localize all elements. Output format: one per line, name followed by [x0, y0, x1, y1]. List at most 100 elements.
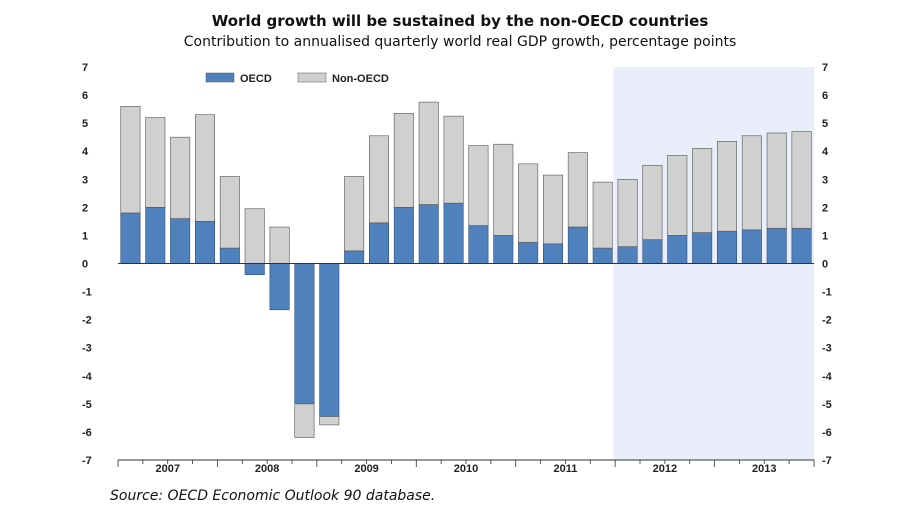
- y-tick-label-left: 5: [82, 118, 88, 130]
- x-year-label: 2008: [255, 463, 279, 475]
- y-tick-label-right: -2: [822, 315, 832, 327]
- bar-non-oecd: [493, 143, 514, 236]
- bar-oecd: [319, 263, 340, 417]
- bar-non-oecd: [741, 135, 762, 231]
- bar-non-oecd: [443, 115, 464, 204]
- bar-non-oecd: [766, 132, 787, 229]
- legend-label-oecd: OECD: [240, 73, 272, 85]
- bar-non-oecd: [294, 403, 315, 438]
- bar-oecd: [344, 250, 365, 264]
- y-tick-label-left: -6: [82, 427, 92, 439]
- chart-subtitle: Contribution to annualised quarterly wor…: [183, 34, 737, 50]
- x-year-label: 2012: [653, 463, 677, 475]
- bar-non-oecd: [717, 141, 737, 232]
- y-tick-label-right: 5: [822, 118, 828, 130]
- y-tick-label-right: -5: [822, 399, 832, 411]
- bar-non-oecd: [518, 163, 539, 243]
- chart-title: World growth will be sustained by the no…: [211, 12, 709, 30]
- legend-label-non-oecd: Non-OECD: [332, 73, 389, 85]
- bar-non-oecd: [170, 136, 191, 219]
- bar-oecd: [468, 225, 489, 264]
- bar-oecd: [667, 235, 688, 264]
- bar-non-oecd: [617, 178, 638, 247]
- y-tick-label-right: 3: [822, 174, 828, 186]
- x-year-label: 2011: [553, 463, 577, 475]
- bar-non-oecd: [567, 152, 588, 228]
- bar-non-oecd: [642, 164, 663, 240]
- x-year-label: 2010: [454, 463, 478, 475]
- y-tick-label-right: -7: [822, 455, 832, 467]
- y-tick-label-left: 0: [82, 259, 88, 271]
- bar-oecd: [543, 243, 563, 264]
- bar-oecd: [294, 263, 315, 405]
- bar-oecd: [518, 242, 539, 264]
- bar-oecd: [592, 247, 613, 264]
- bar-oecd: [642, 239, 663, 264]
- bar-non-oecd: [468, 145, 489, 226]
- bar-oecd: [692, 232, 713, 264]
- y-tick-label-left: 4: [82, 146, 89, 158]
- bar-non-oecd: [244, 208, 265, 264]
- y-tick-label-left: -3: [82, 343, 92, 355]
- bar-oecd: [791, 228, 812, 264]
- y-tick-label-left: 3: [82, 174, 88, 186]
- bar-oecd: [195, 221, 215, 264]
- bar-oecd: [493, 235, 514, 264]
- y-tick-label-left: -5: [82, 399, 92, 411]
- y-tick-label-right: -1: [822, 287, 832, 299]
- y-tick-label-left: -1: [82, 287, 92, 299]
- y-tick-label-left: 1: [82, 230, 88, 242]
- y-tick-label-right: -6: [822, 427, 832, 439]
- y-tick-label-left: -2: [82, 315, 92, 327]
- bar-non-oecd: [592, 181, 613, 249]
- bar-non-oecd: [543, 174, 563, 245]
- bar-oecd: [145, 207, 166, 264]
- bar-non-oecd: [418, 101, 439, 205]
- bar-non-oecd: [319, 416, 340, 426]
- bar-oecd: [617, 246, 638, 264]
- y-tick-label-right: -3: [822, 343, 832, 355]
- legend-swatch-non-oecd: [297, 72, 327, 83]
- bar-non-oecd: [120, 106, 141, 214]
- x-year-label: 2007: [155, 463, 179, 475]
- y-tick-label-right: 4: [822, 146, 829, 158]
- bar-non-oecd: [145, 117, 166, 208]
- bar-oecd: [717, 230, 737, 264]
- bar-non-oecd: [692, 148, 713, 233]
- bar-oecd: [567, 226, 588, 264]
- bar-non-oecd: [369, 135, 389, 224]
- y-tick-label-right: 1: [822, 230, 828, 242]
- bar-oecd: [244, 263, 265, 276]
- bar-non-oecd: [791, 131, 812, 229]
- y-tick-label-left: 7: [82, 62, 88, 74]
- y-tick-label-left: -4: [82, 371, 93, 383]
- bar-non-oecd: [269, 226, 290, 264]
- x-year-label: 2009: [354, 463, 378, 475]
- y-tick-label-right: 7: [822, 62, 828, 74]
- bar-oecd: [369, 222, 389, 264]
- bar-non-oecd: [667, 155, 688, 236]
- bar-oecd: [393, 207, 414, 264]
- y-tick-label-left: -7: [82, 455, 92, 467]
- y-tick-label-left: 2: [82, 202, 88, 214]
- bar-oecd: [170, 218, 191, 264]
- y-tick-label-right: 0: [822, 259, 828, 271]
- y-tick-label-left: 6: [82, 90, 88, 102]
- bar-non-oecd: [393, 113, 414, 208]
- bar-oecd: [418, 204, 439, 264]
- bar-oecd: [741, 229, 762, 264]
- y-tick-label-right: 2: [822, 202, 828, 214]
- source-note: Source: OECD Economic Outlook 90 databas…: [110, 488, 436, 504]
- bar-oecd: [219, 247, 240, 264]
- y-tick-label-right: -4: [822, 371, 833, 383]
- bar-oecd: [443, 202, 464, 264]
- bar-oecd: [120, 212, 141, 264]
- bar-oecd: [766, 228, 787, 264]
- y-tick-label-right: 6: [822, 90, 828, 102]
- bar-non-oecd: [344, 176, 365, 252]
- legend-swatch-oecd: [205, 72, 235, 83]
- bar-oecd: [269, 263, 290, 311]
- x-year-label: 2013: [752, 463, 776, 475]
- bar-non-oecd: [195, 114, 215, 222]
